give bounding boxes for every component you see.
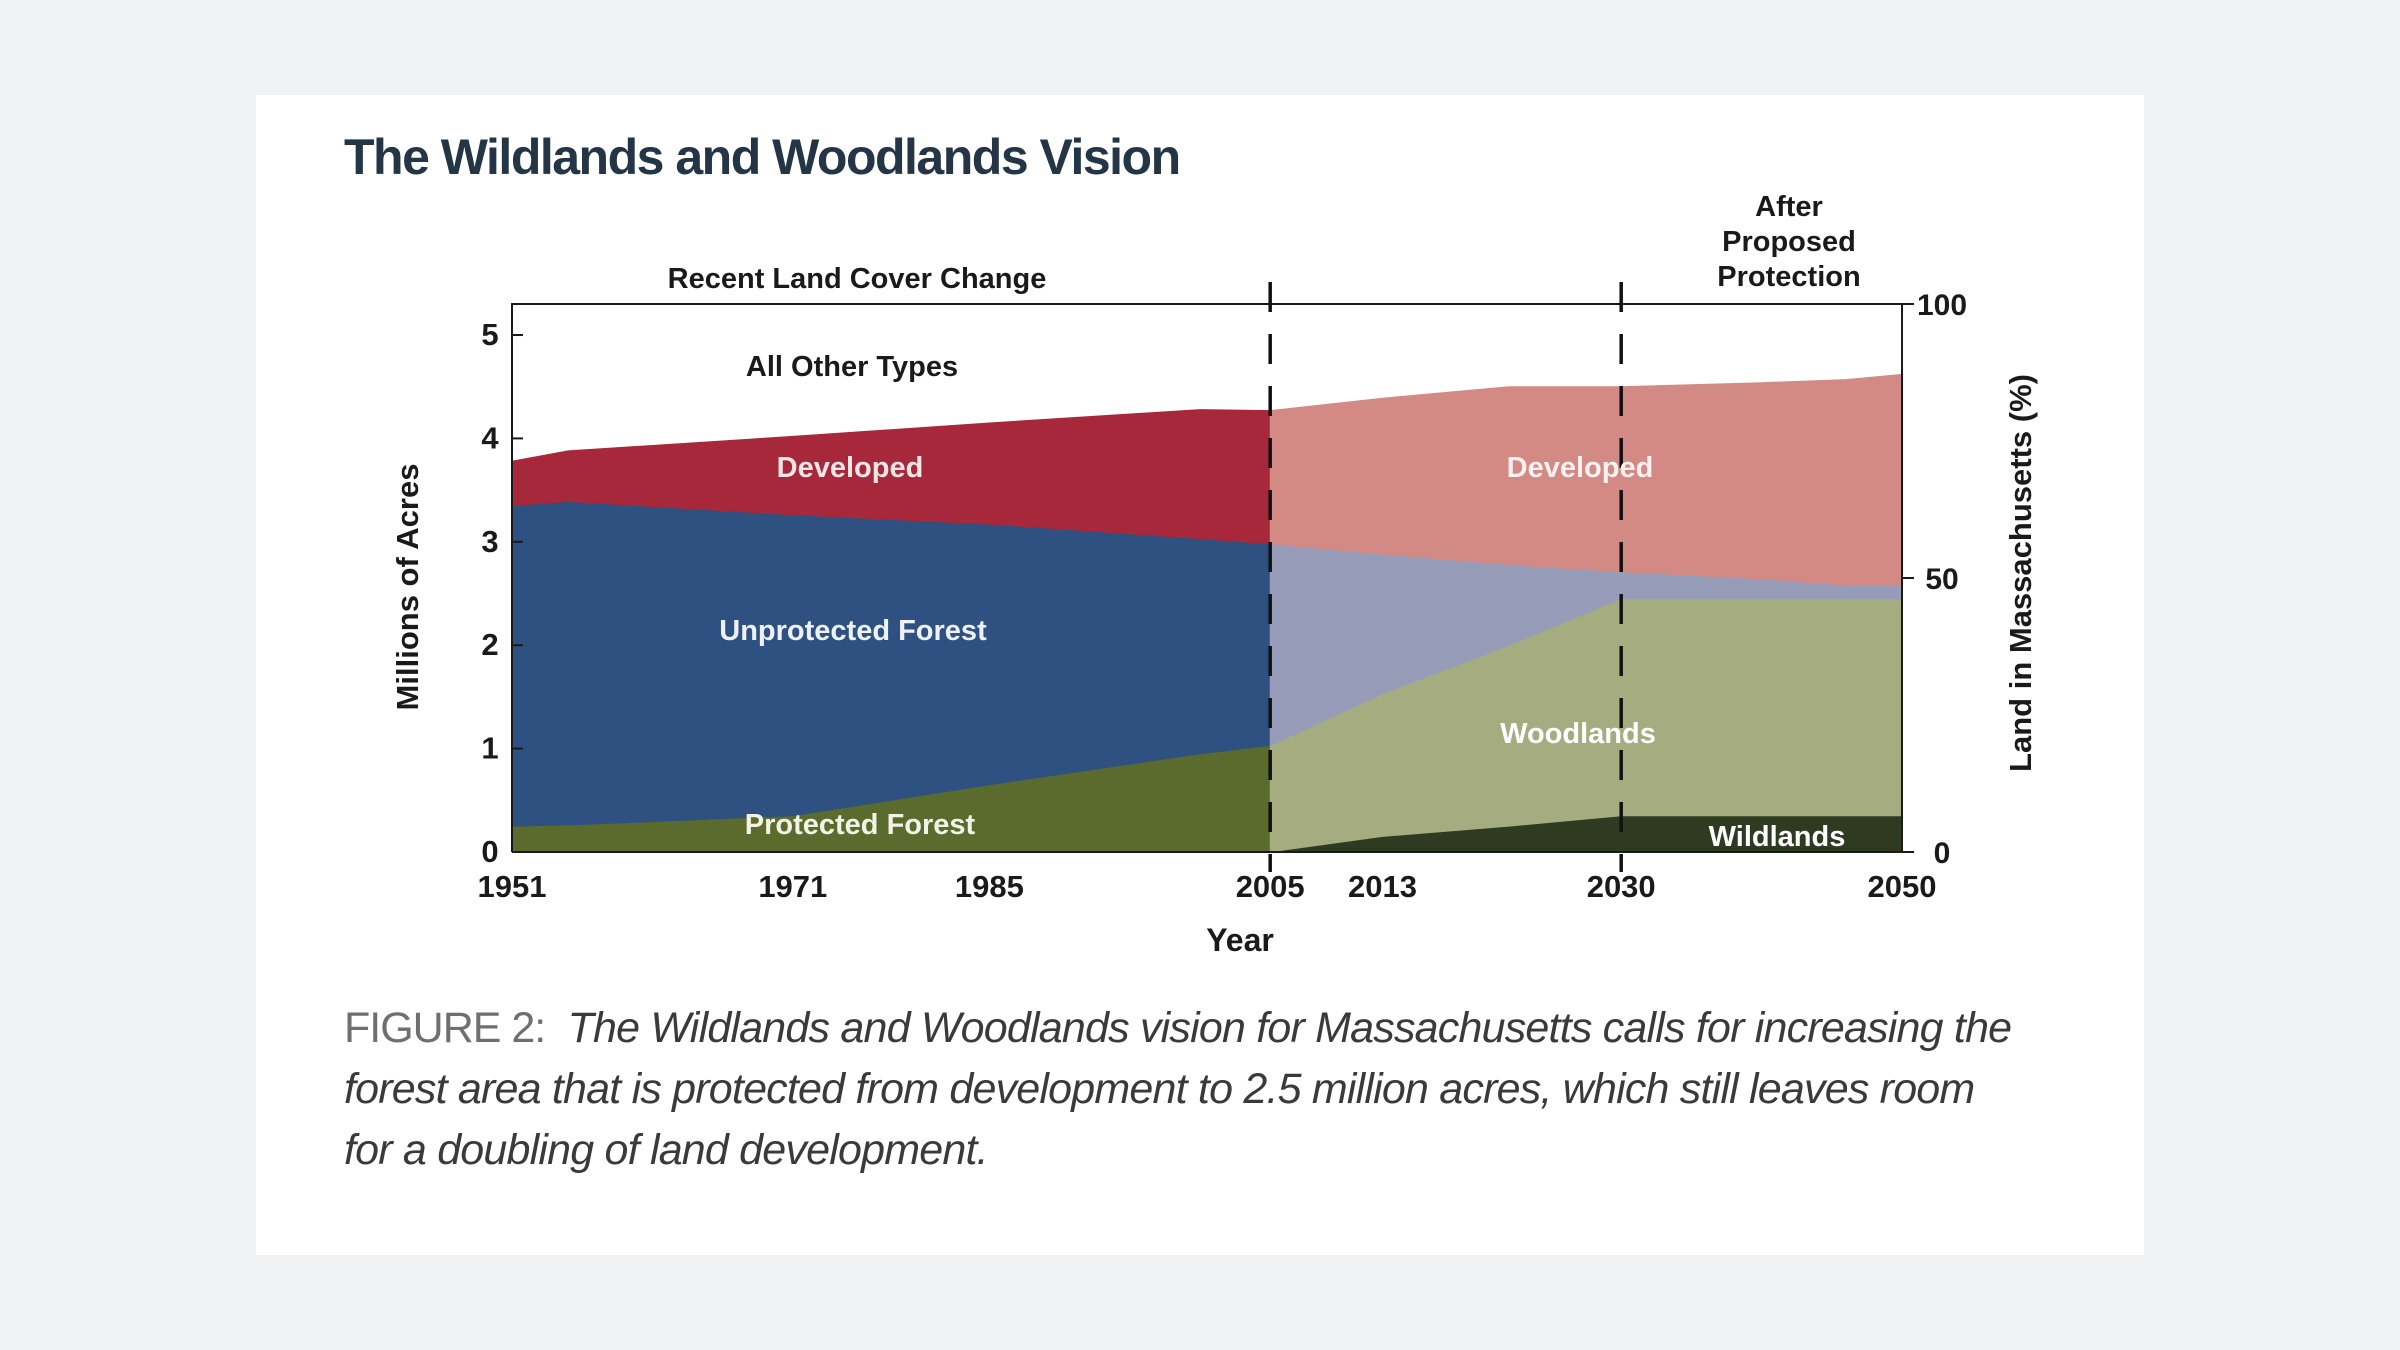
y-tick-label: 0 xyxy=(481,834,498,869)
period-label-after: Protection xyxy=(1717,261,1860,293)
period-label-after: After xyxy=(1755,191,1823,223)
label-protected-forest: Protected Forest xyxy=(745,809,976,841)
label-developed-historic: Developed xyxy=(777,452,924,484)
label-wildlands: Wildlands xyxy=(1709,821,1846,853)
x-tick-label: 1985 xyxy=(955,869,1024,904)
y-tick-label: 3 xyxy=(481,524,498,559)
y-tick-label: 1 xyxy=(481,731,498,766)
x-axis-title: Year xyxy=(1206,922,1274,958)
period-label-recent: Recent Land Cover Change xyxy=(668,263,1047,295)
y-right-tick-label: 100 xyxy=(1917,289,1967,322)
y-axis-title: Millions of Acres xyxy=(390,464,425,711)
y-right-tick-label: 50 xyxy=(1925,563,1958,596)
x-tick-label: 1971 xyxy=(758,869,827,904)
caption-text: The Wildlands and Woodlands vision for M… xyxy=(344,1004,2012,1174)
x-tick-label: 1951 xyxy=(478,869,547,904)
y-tick-label: 4 xyxy=(481,420,499,455)
figure-caption: FIGURE 2: The Wildlands and Woodlands vi… xyxy=(344,998,2024,1181)
label-developed-future: Developed xyxy=(1507,452,1654,484)
y-tick-label: 5 xyxy=(481,317,498,352)
x-tick-label: 2005 xyxy=(1236,869,1305,904)
figure-title: The Wildlands and Woodlands Vision xyxy=(344,129,1181,185)
label-unprotected-forest: Unprotected Forest xyxy=(719,615,987,647)
x-tick-label: 2030 xyxy=(1587,869,1656,904)
label-woodlands: Woodlands xyxy=(1500,718,1656,750)
chart-labels: Recent Land Cover ChangeAfterProposedPro… xyxy=(668,191,1861,853)
period-label-after: Proposed xyxy=(1722,226,1856,258)
figure-label: FIGURE 2: xyxy=(344,1004,546,1052)
y-tick-label: 2 xyxy=(481,627,498,662)
y-right-axis-title: Land in Massachusetts (%) xyxy=(2003,374,2038,772)
x-tick-label: 2013 xyxy=(1348,869,1417,904)
x-tick-label: 2050 xyxy=(1868,869,1937,904)
label-all-other-types: All Other Types xyxy=(746,351,958,383)
y-right-tick-label: 0 xyxy=(1934,837,1951,870)
chart-areas xyxy=(511,373,1903,853)
